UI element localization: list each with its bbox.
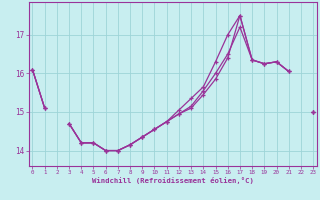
X-axis label: Windchill (Refroidissement éolien,°C): Windchill (Refroidissement éolien,°C) — [92, 177, 254, 184]
